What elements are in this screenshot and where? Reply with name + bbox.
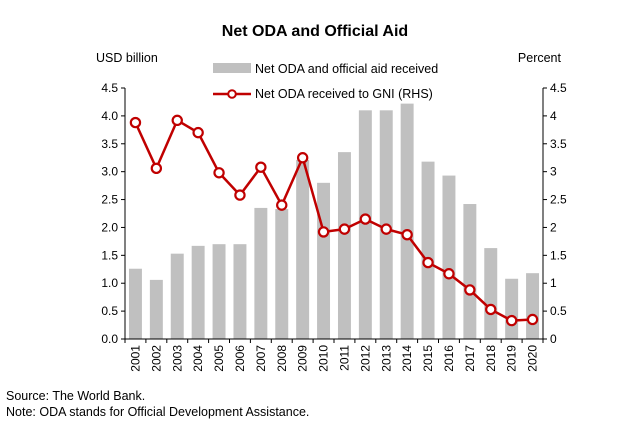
bar-2001 [128,268,142,339]
x-tick-label: 2014 [400,345,414,372]
left-tick-label: 0.0 [101,332,118,346]
line-point-2020 [526,313,539,326]
x-tick-label: 2019 [505,345,519,372]
bar-2003 [170,253,184,339]
bar-2016 [442,175,456,339]
x-tick-label: 2010 [317,345,331,372]
x-tick-label: 2016 [442,345,456,372]
chart-notes: Source: The World Bank. Note: ODA stands… [6,388,309,420]
right-tick-label: 1.5 [550,248,567,262]
right-tick-label: 1 [550,276,557,290]
x-tick-label: 2012 [358,345,372,372]
line-point-2013 [380,223,392,235]
left-tick-label: 4.0 [101,109,118,123]
left-axis-label: USD billion [96,51,158,65]
x-tick-label: 2001 [128,345,142,372]
line-point-2003 [171,114,183,127]
line-point-2010 [317,226,330,238]
line-point-2009 [296,152,309,164]
left-tick-label: 3.0 [101,165,118,179]
legend-bar-label: Net ODA and official aid received [255,62,438,76]
left-tick-label: 2.5 [101,193,118,207]
x-tick-label: 2018 [484,345,498,372]
x-tick-label: 2013 [379,345,393,372]
legend-bar-swatch [213,63,251,73]
x-tick-label: 2005 [212,345,226,372]
bar-2008 [275,209,289,339]
bar-2002 [149,279,163,339]
footnote: Note: ODA stands for Official Developmen… [6,405,310,419]
bar-2009 [296,159,310,339]
line-point-2008 [276,199,288,211]
right-axis-label: Percent [518,51,562,65]
legend-line-marker [227,89,237,99]
bar-2018 [484,248,498,339]
bar-2011 [337,152,351,339]
left-tick-label: 0.5 [101,304,118,318]
bar-2015 [421,161,435,339]
x-tick-label: 2020 [526,345,540,372]
x-tick-label: 2004 [191,345,205,372]
right-tick-label: 3 [550,165,557,179]
x-tick-label: 2015 [421,345,435,372]
legend-line-label: Net ODA received to GNI (RHS) [255,87,433,101]
line-point-2019 [505,314,518,327]
chart-title: Net ODA and Official Aid [222,23,408,40]
bar-2019 [505,278,519,339]
line-point-2006 [234,189,246,201]
left-tick-label: 4.5 [101,81,118,95]
x-tick-label: 2017 [463,345,477,372]
chart-svg: Net ODA and Official Aid USD billion Perce… [96,23,567,372]
line-point-2012 [359,213,372,225]
right-tick-label: 4.5 [550,81,567,95]
line-point-2016 [443,268,455,280]
x-tick-label: 2007 [254,345,268,372]
right-tick-label: 0.5 [550,304,567,318]
bar-2006 [233,244,247,339]
line-point-2001 [129,116,142,129]
x-tick-label: 2009 [296,345,310,372]
bar-2017 [463,204,477,339]
x-tick-label: 2008 [275,345,289,372]
line-point-2007 [255,161,267,173]
line-point-2005 [213,167,225,179]
right-tick-label: 0 [550,332,557,346]
bar-2007 [254,207,268,339]
line-point-2017 [464,284,476,296]
line-point-2018 [485,303,497,316]
source-note: Source: The World Bank. [6,389,146,403]
line-point-2002 [150,162,163,175]
x-tick-label: 2002 [149,345,163,372]
line-point-2015 [422,256,434,269]
bar-2020 [526,273,540,339]
bar-2010 [317,182,331,339]
left-tick-label: 3.5 [101,137,118,151]
line-point-2011 [338,223,351,235]
right-tick-label: 3.5 [550,137,567,151]
left-tick-label: 1.0 [101,276,118,290]
left-tick-label: 2.0 [101,220,118,234]
bar-2005 [212,244,226,339]
bar-2014 [400,103,414,340]
right-tick-label: 2 [550,220,557,234]
right-tick-label: 2.5 [550,193,567,207]
right-tick-label: 4 [550,109,557,123]
line-point-2004 [192,126,204,139]
x-tick-label: 2011 [337,345,351,371]
left-tick-label: 1.5 [101,248,118,262]
x-tick-label: 2006 [233,345,247,372]
bar-2004 [191,245,205,339]
line-point-2014 [401,228,413,241]
x-tick-label: 2003 [170,345,184,372]
